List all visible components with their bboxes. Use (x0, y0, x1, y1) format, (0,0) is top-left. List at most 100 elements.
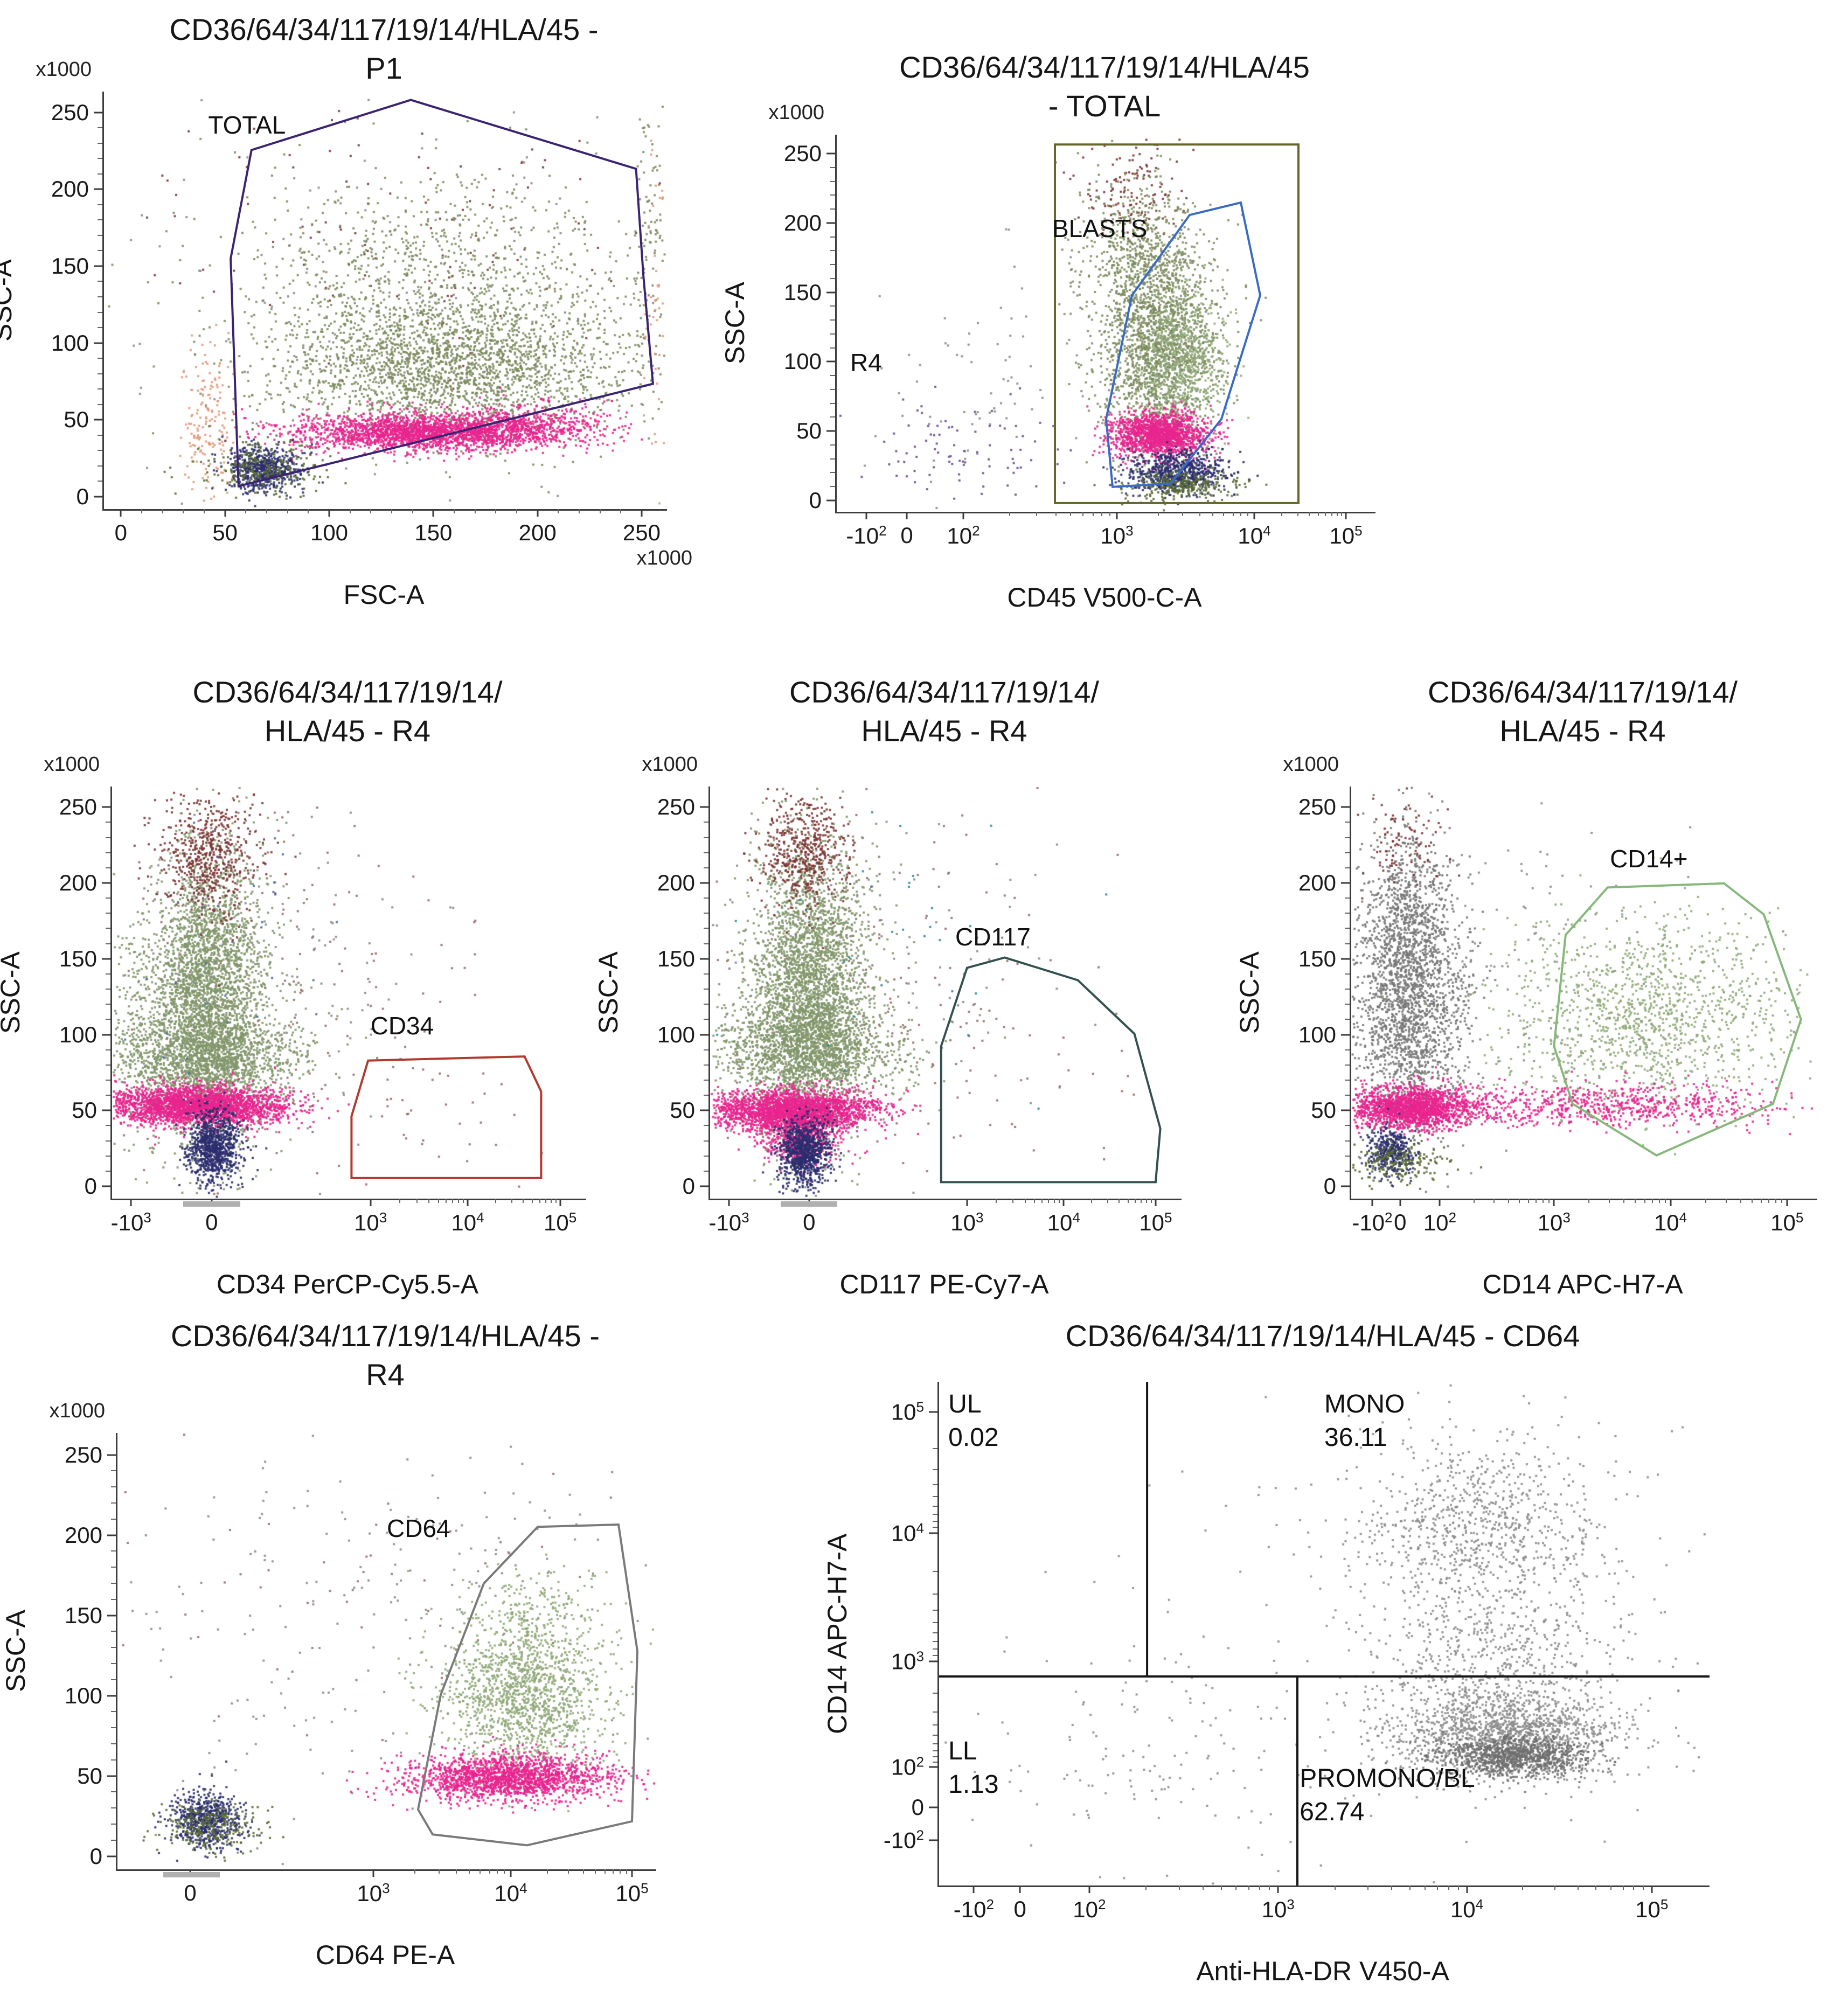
y-minor-tick (1345, 1170, 1350, 1172)
x-minor-tick (204, 509, 205, 513)
x-minor-tick (1658, 1199, 1660, 1203)
y-minor-tick (933, 1448, 937, 1449)
y-tick-label: 150 (64, 1602, 102, 1628)
x-minor-tick (462, 1199, 464, 1203)
x-minor-tick (1623, 1199, 1625, 1203)
x-tick (1371, 1199, 1373, 1206)
x-minor-tick (620, 1869, 621, 1874)
y-minor-tick (933, 1648, 937, 1650)
y-minor-tick (98, 450, 102, 451)
y-minor-tick (830, 305, 835, 307)
quadrant-label: LL 1.13 (948, 1735, 998, 1801)
plot-title-line2: R4 (366, 1358, 405, 1391)
x-minor-tick (308, 509, 309, 513)
y-minor-tick (1345, 897, 1350, 899)
y-minor-tick (111, 1567, 116, 1568)
y-minor-tick (830, 458, 835, 460)
y-tick-label: 250 (64, 1442, 102, 1467)
quadrant-value: 62.74 (1300, 1797, 1365, 1826)
y-minor-tick (830, 319, 835, 321)
y-tick (94, 265, 102, 267)
y-minor-tick (933, 1750, 937, 1751)
x-tick-label: -102 (846, 523, 887, 548)
x-tick (1466, 1885, 1468, 1893)
y-minor-tick (1345, 1140, 1350, 1142)
x-tick-label: 104 (451, 1209, 484, 1235)
plot-area: CD14+ -102 0 102 103 104 105 250 200 150 100 50 0 (1298, 787, 1817, 1235)
y-tick-label: 50 (796, 418, 822, 444)
x-minor-tick (1448, 1885, 1449, 1890)
y-tick-label: 50 (77, 1763, 102, 1789)
y-tick-label: 100 (59, 1021, 97, 1047)
y-tick-label: 150 (657, 945, 695, 971)
y-minor-tick (106, 867, 110, 868)
y-minor-tick (111, 1824, 116, 1825)
x-minor-tick (445, 1199, 447, 1203)
x-minor-tick (1135, 1199, 1136, 1203)
x-minor-tick (1493, 1199, 1495, 1203)
x-minor-tick (495, 509, 497, 513)
x-tick-label: 250 (622, 520, 661, 545)
scatter-canvas (710, 787, 1182, 1199)
y-minor-tick (98, 173, 102, 175)
plot-title: CD36/64/34/117/19/14/ HLA/45 - R4 (30, 673, 665, 750)
plot-area: CD64 0 103 104 105 250 200 150 100 50 0 (65, 1433, 656, 1906)
x-minor-tick (1240, 512, 1242, 516)
x-minor-tick (1522, 1885, 1523, 1890)
x-minor-tick (437, 1199, 439, 1203)
x-minor-tick (555, 1199, 557, 1203)
y-minor-tick (106, 897, 110, 899)
y-minor-tick (106, 989, 110, 990)
x-tick-label: 105 (1635, 1896, 1669, 1922)
x-minor-tick (620, 509, 622, 513)
y-minor-tick (1345, 973, 1350, 975)
x-tick-label: 0 (1013, 1896, 1026, 1922)
y-minor-tick (106, 943, 110, 944)
x-minor-tick (1182, 512, 1183, 516)
x-minor-tick (626, 1869, 627, 1874)
x-tick (537, 509, 539, 517)
y-tick (700, 1034, 708, 1036)
y-tick-label: 250 (783, 141, 822, 166)
x-axis-label: FSC-A (343, 580, 425, 610)
y-minor-tick (704, 1095, 708, 1096)
y-minor-tick (98, 481, 102, 482)
x-tick-label: -102 (953, 1896, 994, 1922)
y-tick-label: 0 (76, 483, 89, 509)
y-axis-label: SSC-A (1234, 951, 1265, 1034)
plot-title: CD36/64/34/117/19/14/ HLA/45 - R4 (1269, 673, 1848, 750)
y-minor-tick (933, 1469, 937, 1471)
y-minor-tick (933, 1693, 937, 1694)
y-tick-label: 0 (89, 1843, 102, 1869)
x-tick-label: 103 (1261, 1896, 1295, 1922)
x-minor-tick (399, 1199, 400, 1203)
x-tick-label: 105 (543, 1209, 577, 1235)
x-tick-label: 100 (310, 520, 349, 545)
x-minor-tick (1309, 512, 1310, 516)
x-minor-tick (599, 509, 601, 513)
y-minor-tick (111, 1791, 116, 1793)
x-tick-label: 104 (1238, 523, 1271, 548)
x-minor-tick (558, 509, 559, 513)
y-tick-label: 0 (682, 1173, 695, 1199)
y-tick-label: 0 (84, 1173, 97, 1199)
x-minor-tick (613, 1869, 614, 1874)
y-tick-label: 100 (657, 1021, 695, 1047)
scatter-canvas (117, 1433, 656, 1869)
y-tick-label: 200 (657, 870, 695, 895)
x-minor-tick (1457, 1885, 1459, 1890)
y-minor-tick (704, 837, 708, 838)
x-minor-tick (1554, 1885, 1556, 1890)
x-minor-tick (1179, 1885, 1180, 1890)
y-minor-tick (106, 1140, 110, 1142)
plot-title-line1: CD36/64/34/117/19/14/ (789, 675, 1099, 709)
plot-area: CD117 -103 0 103 104 105 250 200 150 100 50 0 (657, 787, 1182, 1235)
y-minor-tick (704, 928, 708, 929)
x-tick-label: -102 (1352, 1209, 1393, 1235)
x-minor-tick (578, 509, 580, 513)
y-minor-tick (933, 1520, 937, 1522)
x-tick-label: 102 (1423, 1209, 1456, 1235)
x-minor-tick (1542, 1199, 1544, 1203)
y-axis-multiplier: x1000 (768, 101, 824, 124)
gate-label: R4 (850, 348, 882, 377)
